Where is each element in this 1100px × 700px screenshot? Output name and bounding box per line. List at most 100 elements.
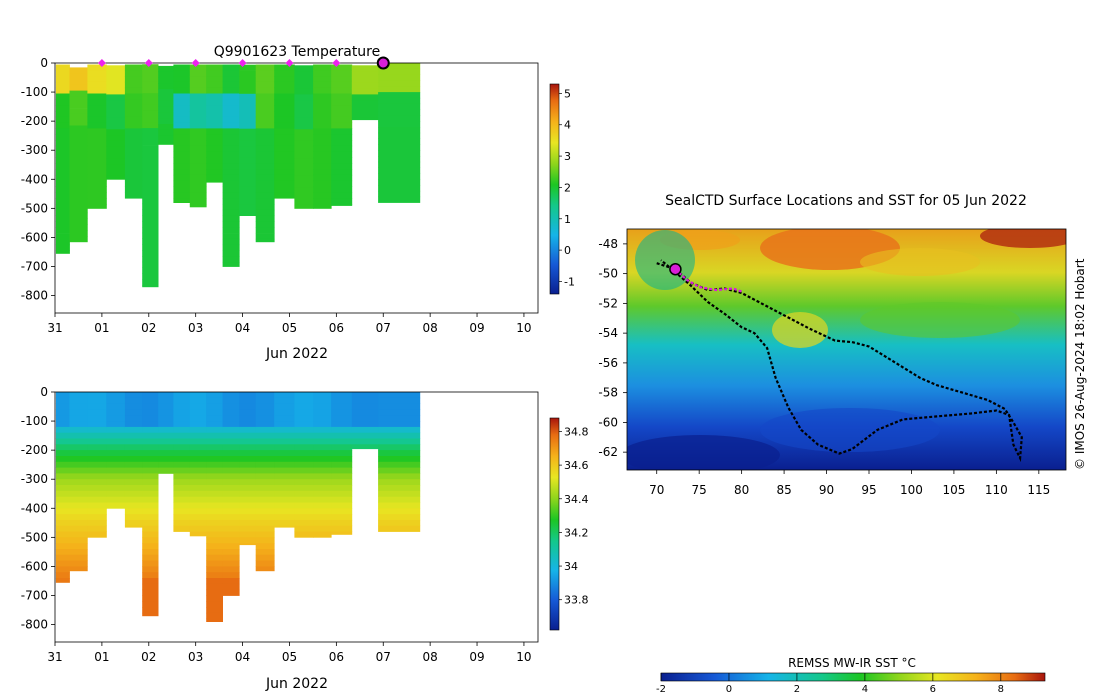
profile-cell [255, 461, 275, 468]
profile-cell [106, 409, 126, 416]
sst-colorbar-tick-label: 8 [998, 684, 1004, 695]
profile-cell [142, 157, 159, 164]
profile-cell [239, 444, 257, 451]
map-x-tick-label: 75 [692, 483, 707, 497]
profile-cell [87, 502, 107, 509]
profile-cell [331, 145, 353, 152]
profile-cell [274, 157, 295, 164]
profile-cell [87, 450, 107, 457]
profile-cell [351, 415, 379, 422]
profile-cell [239, 438, 257, 445]
profile-cell [124, 392, 143, 399]
profile-cell [55, 186, 70, 193]
profile-cell [294, 531, 314, 538]
profile-cell [222, 543, 240, 550]
profile-cell [142, 444, 159, 451]
colorbar-tick-label: 34.6 [564, 459, 589, 472]
profile-cell [189, 456, 207, 463]
y-tick-label: -100 [21, 414, 48, 428]
profile-cell [206, 490, 223, 497]
profile-cell [274, 467, 295, 474]
profile-cell [173, 169, 191, 176]
profile-cell [274, 163, 295, 170]
profile-cell [255, 198, 275, 205]
profile-cell [55, 456, 70, 463]
profile-cell [69, 508, 88, 515]
profile-cell [124, 157, 143, 164]
profile-cell [274, 450, 295, 457]
profile-cell [274, 64, 295, 71]
profile-cell [222, 64, 240, 71]
profile-cell [378, 190, 421, 198]
profile-cell [255, 508, 275, 515]
profile-cell [255, 537, 275, 544]
profile-cell [124, 514, 143, 521]
profile-cell [69, 224, 88, 231]
profile-cell [55, 145, 70, 152]
temperature-colorbar [549, 83, 560, 295]
profile-cell [239, 543, 257, 546]
map-y-tick-label: -58 [598, 386, 618, 400]
profile-cell [222, 473, 240, 480]
profile-cell [69, 113, 88, 121]
profile-cell [142, 397, 159, 404]
profile-cell [87, 421, 107, 428]
profile-cell [55, 426, 70, 434]
profile-cell [239, 64, 257, 71]
profile-cell [331, 70, 353, 77]
profile-cell [189, 531, 207, 537]
profile-cell [142, 133, 159, 141]
profile-cell [239, 456, 257, 463]
colorbar-tick-label: 34.4 [564, 493, 589, 506]
profile-cell [142, 163, 159, 170]
profile-cell [173, 426, 191, 434]
profile-cell [173, 186, 191, 193]
profile-cell [189, 409, 207, 416]
profile-cell [294, 502, 314, 509]
profile-cell [206, 583, 223, 591]
profile-cell [142, 215, 159, 222]
profile-cell [378, 456, 421, 463]
profile-cell [378, 161, 421, 168]
profile-cell [294, 490, 314, 497]
x-tick-label: 31 [47, 321, 62, 335]
profile-cell [87, 64, 107, 71]
profile-cell [313, 502, 332, 509]
profile-cell [206, 145, 223, 152]
profile-cell [255, 221, 275, 228]
profile-cell [158, 124, 174, 131]
profile-cell [313, 116, 332, 123]
profile-cell [55, 93, 70, 100]
profile-cell [294, 467, 314, 474]
profile-cell [255, 560, 275, 567]
profile-cell [274, 70, 295, 77]
profile-cell [239, 198, 257, 205]
colorbar-tick-label: -1 [564, 275, 575, 288]
profile-cell [142, 578, 159, 585]
map-x-tick-label: 100 [900, 483, 923, 497]
sst-map-panel: SealCTD Surface Locations and SST for 05… [598, 193, 1087, 695]
profile-cell [189, 450, 207, 457]
profile-cell [222, 163, 240, 170]
profile-cell [142, 566, 159, 573]
profile-cell [294, 170, 314, 177]
profile-cell [351, 111, 379, 118]
profile-cell [255, 432, 275, 439]
profile-cell [331, 397, 353, 404]
profile-cell [239, 117, 257, 124]
colorbar-tick-label: 34.8 [564, 425, 589, 438]
profile-cell [222, 105, 240, 112]
profile-cell [173, 99, 191, 106]
profile-cell [239, 485, 257, 492]
profile-cell [222, 221, 240, 228]
y-tick-label: -200 [21, 114, 48, 128]
profile-cell [313, 456, 332, 463]
profile-cell [87, 180, 107, 187]
profile-cell [206, 450, 223, 457]
profile-cell [106, 490, 126, 497]
profile-cell [69, 519, 88, 527]
profile-cell [106, 100, 126, 107]
profile-cell [106, 111, 126, 118]
profile-cell [189, 64, 207, 71]
profile-cell [69, 479, 88, 486]
